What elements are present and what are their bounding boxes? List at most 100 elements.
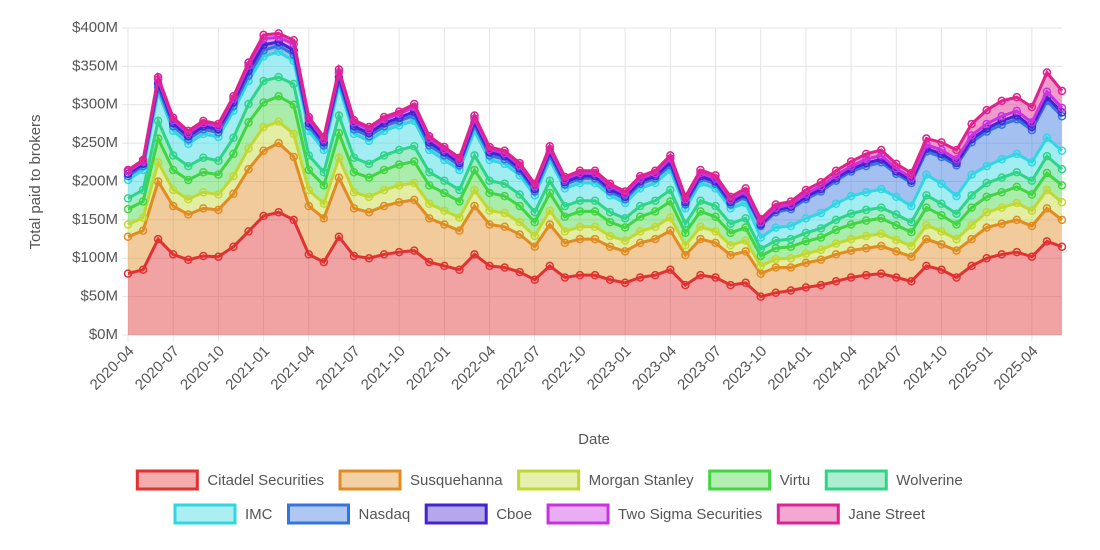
data-point [982, 178, 991, 188]
data-point [184, 161, 193, 171]
legend-label: Morgan Stanley [589, 472, 695, 489]
x-axis-label: Date [578, 431, 610, 448]
legend-swatch [286, 503, 350, 525]
data-point [967, 261, 976, 271]
data-point [545, 220, 555, 229]
x-tick-label: 2022-04 [448, 343, 499, 394]
data-point [485, 176, 494, 185]
data-point [952, 234, 961, 244]
data-point [922, 234, 931, 244]
data-point [530, 275, 539, 284]
data-point [620, 187, 630, 196]
data-point [229, 133, 238, 143]
legend-label: Virtu [780, 472, 811, 489]
data-point [168, 165, 178, 175]
data-point [861, 187, 871, 197]
data-point [952, 154, 961, 164]
data-point [846, 157, 856, 166]
data-point [168, 113, 178, 123]
data-point [168, 151, 178, 160]
data-point [349, 204, 359, 213]
data-point [259, 98, 268, 107]
data-point [620, 247, 630, 256]
data-point [334, 65, 344, 74]
series-line [127, 119, 1063, 268]
data-point [892, 273, 901, 282]
legend-label: Two Sigma Securities [618, 506, 762, 523]
data-point [274, 29, 283, 38]
data-point [892, 235, 901, 245]
data-point [304, 201, 314, 211]
data-point [319, 132, 329, 142]
data-point [274, 117, 283, 126]
data-point [1012, 247, 1022, 257]
data-point [831, 166, 841, 176]
data-point [801, 258, 811, 268]
y-tick-label: $50M [80, 288, 118, 305]
data-point [997, 203, 1006, 212]
x-tick-label: 2021-01 [222, 343, 273, 394]
data-point [605, 231, 615, 241]
legend-label: Susquehanna [410, 472, 503, 489]
data-point [394, 197, 404, 207]
data-point [455, 213, 464, 222]
data-point [530, 231, 539, 241]
data-point [379, 165, 389, 175]
data-point [892, 210, 901, 219]
data-point [876, 269, 886, 278]
data-point [319, 168, 329, 177]
data-point [711, 273, 720, 282]
data-point [304, 112, 314, 122]
data-point [681, 228, 690, 238]
data-point [846, 246, 856, 255]
data-point [711, 238, 720, 248]
data-point [470, 185, 479, 195]
data-point [199, 168, 208, 177]
data-point [1042, 87, 1052, 96]
x-tick-label: 2024-07 [855, 343, 906, 394]
series-line [127, 50, 1063, 240]
data-point [967, 170, 976, 179]
data-point [816, 255, 826, 265]
data-point [455, 153, 464, 162]
data-point [244, 99, 253, 109]
series-line [127, 94, 1063, 258]
legend-item: Virtu [708, 469, 811, 491]
data-point [515, 217, 524, 227]
data-point [1057, 112, 1067, 121]
data-point [244, 118, 253, 127]
data-point [379, 250, 389, 259]
data-point [997, 187, 1006, 197]
data-point [651, 166, 660, 176]
data-point [786, 263, 796, 272]
data-point [696, 270, 705, 280]
data-point [726, 280, 735, 290]
data-point [259, 146, 268, 156]
data-point [967, 119, 976, 129]
data-point [786, 221, 796, 231]
data-point [590, 196, 600, 205]
data-point [801, 249, 811, 258]
data-point [681, 219, 690, 228]
data-point [334, 111, 344, 120]
data-point [741, 247, 750, 256]
data-point [922, 170, 931, 179]
data-point [937, 138, 946, 147]
data-point [425, 131, 434, 141]
data-point [696, 234, 705, 244]
data-point [666, 265, 675, 275]
data-point [515, 267, 524, 277]
data-point [440, 206, 449, 215]
data-point [560, 212, 570, 222]
data-point [1042, 151, 1052, 161]
x-tick-label: 2021-10 [358, 343, 409, 394]
data-point [364, 207, 374, 217]
legend-swatch [338, 469, 402, 491]
data-point [726, 250, 735, 260]
data-point [1057, 215, 1067, 225]
legend-label: Citadel Securities [207, 472, 324, 489]
data-point [138, 197, 148, 206]
legend-label: Wolverine [896, 472, 962, 489]
data-point [605, 179, 615, 189]
data-point [786, 197, 796, 206]
